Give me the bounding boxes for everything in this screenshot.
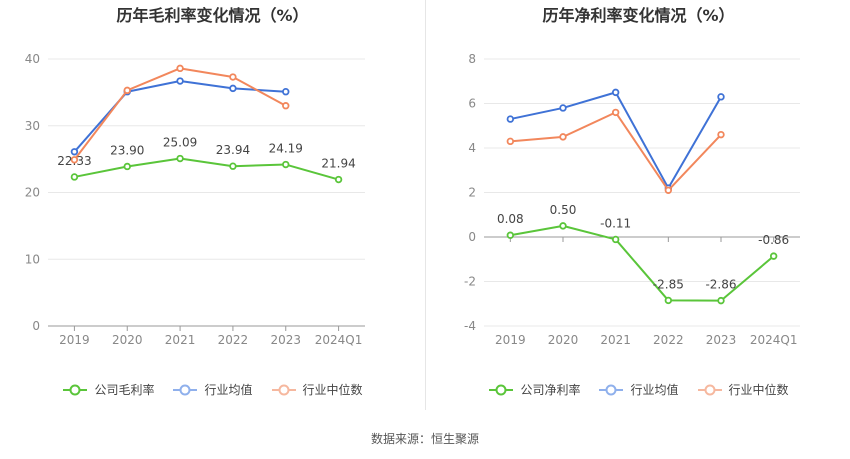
series-line-industry_avg: [510, 91, 722, 190]
data-point-company: [506, 231, 515, 239]
chart-title: 历年毛利率变化情况（%）: [116, 6, 309, 25]
y-tick-label: 20: [25, 186, 40, 200]
data-point-industry_median: [506, 137, 515, 146]
data-label: 0.50: [550, 203, 577, 217]
data-point-industry_median: [664, 186, 673, 194]
legend-item-industry-avg[interactable]: 行业均值: [172, 381, 253, 398]
x-tick-label: 2020: [112, 333, 143, 347]
y-tick-label: 0: [468, 230, 476, 244]
data-point-company: [282, 160, 290, 169]
legend-line-icon: [173, 384, 198, 395]
x-tick-label: 2020: [548, 333, 579, 347]
data-point-company: [123, 162, 131, 171]
y-tick-label: 30: [25, 119, 40, 133]
data-point-company: [611, 235, 620, 244]
x-tick-label: 2021: [165, 333, 196, 347]
data-point-industry_median: [176, 64, 184, 73]
legend-line-icon: [697, 384, 722, 395]
x-tick-label: 2022: [653, 333, 684, 347]
data-point-industry_avg: [70, 148, 79, 156]
legend-item-industry-median[interactable]: 行业中位数: [271, 381, 363, 398]
y-tick-label: 4: [468, 141, 476, 155]
data-point-company: [176, 154, 184, 163]
data-source: 数据来源：恒生聚源: [370, 432, 479, 446]
data-point-company: [229, 162, 237, 170]
x-tick-label: 2024Q1: [750, 333, 798, 347]
data-point-company: [769, 252, 778, 260]
legend-item-company[interactable]: 公司净利率: [488, 381, 580, 398]
x-tick-label: 2021: [600, 333, 631, 347]
x-tick-label: 2019: [59, 333, 90, 347]
panel-divider: [425, 0, 426, 410]
series-line-company: [510, 224, 775, 302]
x-tick-label: 2023: [706, 333, 737, 347]
data-point-industry_median: [282, 102, 290, 110]
data-label: -0.11: [600, 216, 631, 230]
data-label: 21.94: [321, 157, 355, 171]
y-tick-label: -4: [464, 319, 476, 333]
x-tick-label: 2019: [495, 333, 526, 347]
data-label: 23.90: [110, 143, 144, 157]
y-tick-label: 6: [468, 97, 476, 111]
data-point-industry_avg: [506, 115, 515, 123]
legend-label: 公司毛利率: [94, 383, 155, 397]
data-label: -2.85: [653, 277, 684, 291]
data-label: 24.19: [269, 142, 303, 156]
legend-item-industry-median[interactable]: 行业中位数: [697, 381, 789, 398]
y-tick-label: 40: [25, 52, 40, 66]
chart-title: 历年净利率变化情况（%）: [542, 6, 735, 25]
legend: 公司净利率 行业均值 行业中位数: [426, 381, 850, 398]
data-point-industry_median: [717, 130, 725, 139]
data-point-industry_avg: [229, 84, 237, 93]
data-point-company: [717, 296, 725, 305]
x-tick-label: 2024Q1: [315, 333, 363, 347]
y-tick-label: 10: [25, 252, 40, 266]
data-point-industry_median: [70, 156, 79, 164]
gross-margin-panel: 历年毛利率变化情况（%） 0 10 20 30 40 2019 2020 2021 2022 20…: [0, 0, 425, 420]
data-point-industry_avg: [282, 88, 290, 96]
data-label: 0.08: [497, 212, 524, 226]
data-point-company: [70, 173, 79, 181]
data-point-company: [334, 175, 343, 184]
legend-line-icon: [599, 384, 624, 395]
data-label: -0.86: [758, 233, 789, 247]
data-point-industry_avg: [611, 88, 620, 97]
y-tick-label: 0: [32, 319, 40, 333]
y-tick-label: 2: [468, 186, 476, 200]
legend-item-industry-avg[interactable]: 行业均值: [598, 381, 679, 398]
net-margin-chart: -4 -2 0 2 4 6 8 2019 2020 2021 2022 2023 2024Q1 0.08 0…: [464, 52, 800, 347]
legend-label: 行业均值: [204, 383, 253, 397]
data-point-company: [664, 296, 673, 305]
data-point-industry_median: [123, 86, 131, 95]
data-point-industry_median: [229, 73, 237, 81]
legend-label: 行业中位数: [728, 383, 789, 397]
data-label: 25.09: [163, 136, 197, 150]
data-point-company: [559, 222, 567, 230]
x-tick-label: 2022: [218, 333, 249, 347]
series-line-company: [74, 157, 339, 181]
y-tick-label: -2: [464, 275, 476, 289]
data-point-industry_median: [611, 108, 620, 117]
legend-label: 行业中位数: [302, 383, 363, 397]
legend: 公司毛利率 行业均值 行业中位数: [0, 381, 425, 398]
legend-label: 公司净利率: [520, 383, 581, 397]
data-point-industry_avg: [717, 93, 725, 101]
gross-margin-chart: 0 10 20 30 40 2019 2020 2021 2022 2023 2024Q1 22.33…: [25, 52, 365, 347]
data-label: 23.94: [216, 143, 250, 157]
y-tick-label: 8: [468, 52, 476, 66]
legend-line-icon: [63, 384, 88, 395]
data-label: -2.86: [705, 278, 736, 292]
x-tick-label: 2023: [270, 333, 301, 347]
legend-label: 行业均值: [630, 383, 679, 397]
legend-item-company[interactable]: 公司毛利率: [62, 381, 154, 398]
data-point-industry_avg: [559, 104, 567, 112]
data-point-industry_median: [559, 133, 567, 141]
legend-line-icon: [489, 384, 514, 395]
data-point-industry_avg: [176, 77, 184, 85]
legend-line-icon: [271, 384, 296, 395]
data-label: 22.33: [57, 154, 91, 168]
net-margin-panel: 历年净利率变化情况（%） -4 -2 0 2 4 6 8 2019 2020 2021 2022 20…: [426, 0, 850, 420]
